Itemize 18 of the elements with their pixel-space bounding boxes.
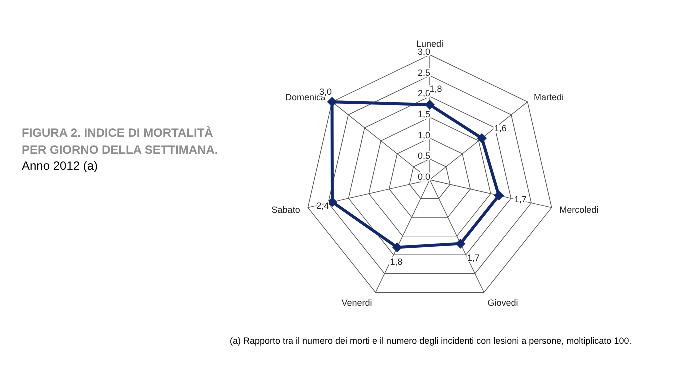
y-tick-label: 2,5 — [418, 68, 431, 78]
data-label: 1,8 — [390, 256, 403, 267]
spoke-label: Martedi — [534, 92, 564, 102]
y-tick-label: 1,5 — [418, 110, 431, 120]
text: (a) Rapporto tra il numero dei morti e il numero degli incidenti con lesioni a persone, moltiplicato 100. — [230, 336, 632, 346]
spoke-label: Sabato — [272, 204, 300, 215]
text: FIGURA 2. INDICE DI MORTALITÀ PER GIORNO DELLA SETTIMANA. — [22, 125, 220, 159]
spoke-label: Venerdi — [342, 298, 372, 308]
data-label: 1,7 — [467, 253, 480, 264]
spoke-label: Lunedi — [416, 39, 444, 49]
spoke-label: Giovedi — [488, 298, 518, 308]
text: Anno 2012 (a) — [22, 159, 100, 173]
data-label: 1,8 — [430, 84, 442, 94]
spoke-label: Mercoledi — [560, 204, 599, 215]
data-label: 2,4 — [316, 200, 330, 211]
y-tick-label: 0,5 — [418, 151, 431, 162]
y-tick-label: 3,0 — [418, 47, 431, 57]
y-tick-label: 1,0 — [418, 130, 431, 140]
